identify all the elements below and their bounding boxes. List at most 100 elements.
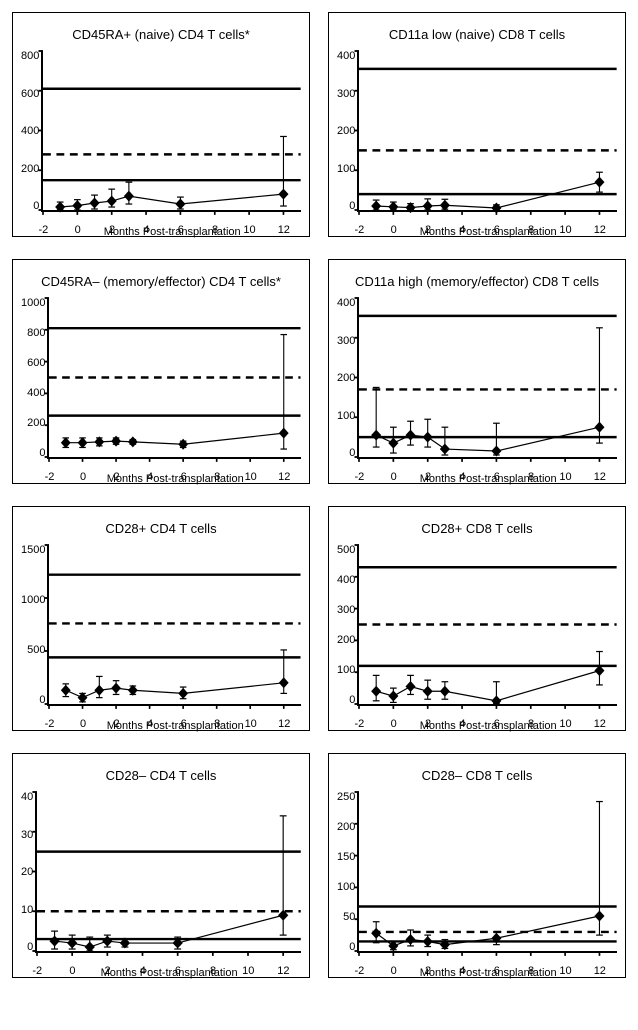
plot-svg — [359, 51, 617, 210]
data-marker — [371, 201, 381, 212]
x-axis-label: Months Post-transplantation — [359, 226, 617, 238]
plot-area: 8006004002000-2024681012Months Post-tran… — [21, 51, 301, 212]
data-marker — [423, 201, 433, 212]
data-marker — [440, 200, 450, 211]
plot-svg — [43, 51, 301, 210]
plot: -2024681012Months Post-transplantation — [357, 51, 617, 212]
plot-svg — [49, 545, 301, 704]
data-marker — [279, 189, 289, 200]
data-marker — [389, 201, 399, 212]
y-tick-label: 600 — [21, 89, 39, 100]
y-tick-label: 20 — [21, 867, 33, 878]
plot: -2024681012Months Post-transplantation — [357, 545, 617, 706]
y-tick-label: 0 — [349, 942, 355, 953]
plot-area: 150010005000-2024681012Months Post-trans… — [21, 545, 301, 706]
plot-area: 5004003002001000-2024681012Months Post-t… — [337, 545, 617, 706]
chart-panel: CD11a high (memory/effector) CD8 T cells… — [328, 259, 626, 484]
data-marker — [389, 438, 399, 449]
y-tick-label: 0 — [349, 201, 355, 212]
plot-svg — [359, 298, 617, 457]
data-marker — [595, 177, 605, 188]
y-tick-label: 0 — [27, 942, 33, 953]
plot: -2024681012Months Post-transplantation — [357, 792, 617, 953]
data-marker — [95, 685, 105, 696]
data-marker — [371, 430, 381, 441]
data-marker — [107, 196, 117, 207]
chart-panel: CD45RA+ (naive) CD4 T cells*800600400200… — [12, 12, 310, 237]
data-marker — [112, 683, 122, 694]
chart-title: CD45RA+ (naive) CD4 T cells* — [21, 19, 301, 51]
data-marker — [85, 942, 95, 953]
x-axis-label: Months Post-transplantation — [43, 226, 301, 238]
y-tick-label: 300 — [337, 89, 355, 100]
data-marker — [492, 446, 502, 457]
chart-panel: CD28– CD8 T cells250200150100500-2024681… — [328, 753, 626, 978]
y-tick-label: 100 — [337, 411, 355, 422]
data-marker — [406, 202, 416, 213]
plot-svg — [49, 298, 301, 457]
y-axis: 5004003002001000 — [337, 545, 357, 706]
y-tick-label: 10 — [21, 905, 33, 916]
chart-title: CD28+ CD8 T cells — [337, 513, 617, 545]
y-tick-label: 40 — [21, 792, 33, 803]
data-marker — [440, 686, 450, 697]
plot-svg — [37, 792, 301, 951]
plot-area: 4003002001000-2024681012Months Post-tran… — [337, 51, 617, 212]
chart-title: CD28+ CD4 T cells — [21, 513, 301, 545]
chart-panel: CD11a low (naive) CD8 T cells40030020010… — [328, 12, 626, 237]
chart-panel: CD45RA– (memory/effector) CD4 T cells*10… — [12, 259, 310, 484]
y-tick-label: 30 — [21, 830, 33, 841]
data-marker — [423, 936, 433, 947]
data-line — [55, 915, 284, 947]
chart-panel: CD28+ CD8 T cells5004003002001000-202468… — [328, 506, 626, 731]
y-tick-label: 0 — [33, 201, 39, 212]
y-tick-label: 100 — [337, 882, 355, 893]
y-tick-label: 200 — [27, 418, 45, 429]
plot-svg — [359, 792, 617, 951]
chart-title: CD11a high (memory/effector) CD8 T cells — [337, 266, 617, 298]
plot-svg — [359, 545, 617, 704]
y-tick-label: 100 — [337, 164, 355, 175]
data-marker — [73, 200, 83, 211]
data-marker — [61, 437, 71, 448]
plot-area: 250200150100500-2024681012Months Post-tr… — [337, 792, 617, 953]
y-tick-label: 400 — [337, 575, 355, 586]
y-tick-label: 0 — [349, 695, 355, 706]
plot: -2024681012Months Post-transplantation — [47, 545, 301, 706]
y-tick-label: 0 — [349, 448, 355, 459]
y-tick-label: 200 — [337, 126, 355, 137]
data-marker — [50, 936, 60, 947]
x-axis-label: Months Post-transplantation — [37, 967, 301, 979]
x-axis-label: Months Post-transplantation — [359, 720, 617, 732]
data-marker — [112, 436, 122, 447]
plot: -2024681012Months Post-transplantation — [357, 298, 617, 459]
y-axis: 10008006004002000 — [21, 298, 47, 459]
y-axis: 4003002001000 — [337, 51, 357, 212]
y-tick-label: 150 — [337, 852, 355, 863]
y-tick-label: 200 — [337, 822, 355, 833]
y-tick-label: 400 — [21, 126, 39, 137]
data-marker — [78, 437, 88, 448]
y-tick-label: 800 — [27, 328, 45, 339]
plot: -2024681012Months Post-transplantation — [41, 51, 301, 212]
plot-area: 403020100-2024681012Months Post-transpla… — [21, 792, 301, 953]
data-marker — [128, 436, 138, 447]
y-tick-label: 500 — [337, 545, 355, 556]
chart-title: CD45RA– (memory/effector) CD4 T cells* — [21, 266, 301, 298]
plot: -2024681012Months Post-transplantation — [47, 298, 301, 459]
plot-area: 10008006004002000-2024681012Months Post-… — [21, 298, 301, 459]
y-tick-label: 300 — [337, 605, 355, 616]
data-marker — [492, 203, 502, 214]
panel-grid: CD45RA+ (naive) CD4 T cells*800600400200… — [12, 12, 626, 978]
y-tick-label: 250 — [337, 792, 355, 803]
y-tick-label: 200 — [337, 373, 355, 384]
y-axis: 8006004002000 — [21, 51, 41, 212]
y-tick-label: 1000 — [21, 298, 45, 309]
y-axis: 40 30 20 10 0 — [21, 792, 35, 953]
data-marker — [423, 686, 433, 697]
data-marker — [90, 198, 100, 209]
data-marker — [124, 191, 134, 202]
y-tick-label: 600 — [27, 358, 45, 369]
data-marker — [102, 936, 112, 947]
data-marker — [279, 677, 289, 688]
